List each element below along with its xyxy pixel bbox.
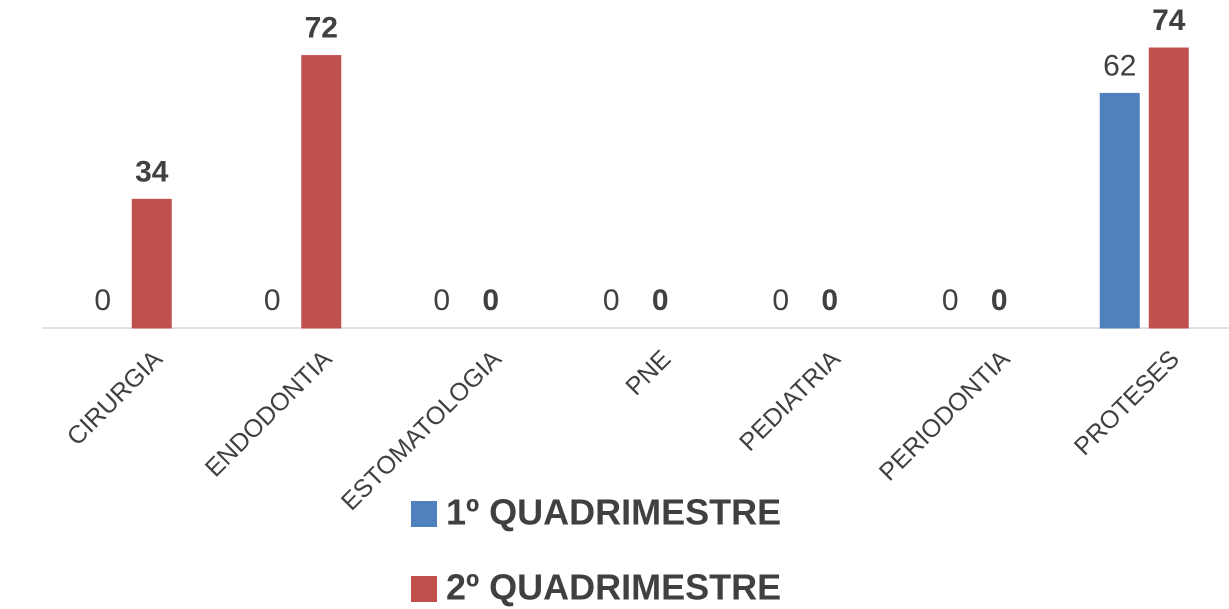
data-label: 0 bbox=[652, 284, 669, 317]
legend-swatch bbox=[411, 576, 437, 602]
legend-label: 2º QUADRIMESTRE bbox=[446, 567, 781, 608]
legend-label: 1º QUADRIMESTRE bbox=[446, 492, 781, 533]
data-label: 0 bbox=[94, 284, 111, 317]
data-label: 0 bbox=[603, 284, 620, 317]
data-label: 0 bbox=[821, 284, 838, 317]
x-tick-label: CIRURGIA bbox=[62, 345, 168, 451]
x-tick-label: ESTOMATOLOGIA bbox=[336, 345, 507, 516]
data-label: 74 bbox=[1152, 4, 1186, 37]
bar bbox=[131, 198, 172, 329]
data-label: 72 bbox=[305, 12, 338, 45]
bar bbox=[1148, 47, 1189, 329]
data-label: 0 bbox=[942, 284, 959, 317]
x-tick-label: PROTESES bbox=[1069, 345, 1185, 461]
x-tick-label: PERIODONTIA bbox=[874, 345, 1016, 487]
data-label: 0 bbox=[482, 284, 499, 317]
data-label: 0 bbox=[264, 284, 281, 317]
data-label: 0 bbox=[991, 284, 1008, 317]
x-tick-label: ENDODONTIA bbox=[200, 345, 338, 483]
data-label: 62 bbox=[1103, 49, 1136, 82]
legend-swatch bbox=[411, 501, 437, 527]
bar bbox=[301, 55, 342, 329]
bar bbox=[1099, 92, 1140, 329]
data-label: 0 bbox=[772, 284, 789, 317]
data-label: 34 bbox=[135, 155, 169, 188]
x-tick-label: PEDIATRIA bbox=[734, 345, 846, 457]
x-tick-label: PNE bbox=[620, 345, 676, 401]
data-label: 0 bbox=[433, 284, 450, 317]
